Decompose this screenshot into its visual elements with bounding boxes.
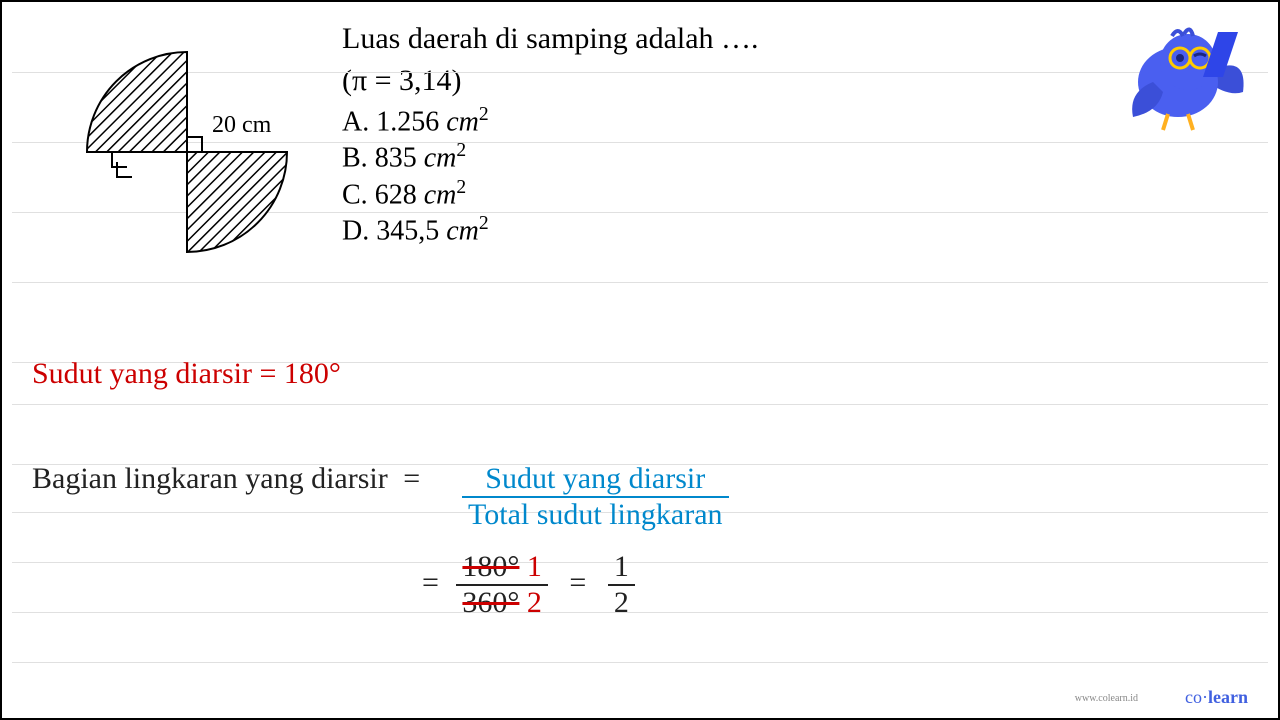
circle-diagram: 20 cm	[32, 22, 312, 282]
footer-url: www.colearn.id	[1075, 693, 1138, 704]
option-c: C. 628 cm2	[342, 177, 1248, 211]
option-b: B. 835 cm2	[342, 140, 1248, 174]
work-red-line: Sudut yang diarsir = 180°	[32, 357, 341, 391]
work-blue-line: Bagian lingkaran yang diarsir =	[32, 462, 428, 496]
result-fraction: 1 2	[608, 550, 635, 620]
footer-logo: co·learn	[1185, 687, 1248, 708]
question-area: 20 cm Luas daerah di samping adalah …. (…	[2, 2, 1278, 292]
word-fraction: Sudut yang diarsir Total sudut lingkaran	[462, 462, 729, 532]
numeric-fraction: 180° 1 360° 2	[456, 550, 548, 620]
work-fractions: Sudut yang diarsir Total sudut lingkaran…	[462, 462, 729, 620]
option-d: D. 345,5 cm2	[342, 213, 1248, 247]
mascot-bird-icon	[1108, 22, 1248, 142]
radius-label: 20 cm	[212, 112, 271, 139]
